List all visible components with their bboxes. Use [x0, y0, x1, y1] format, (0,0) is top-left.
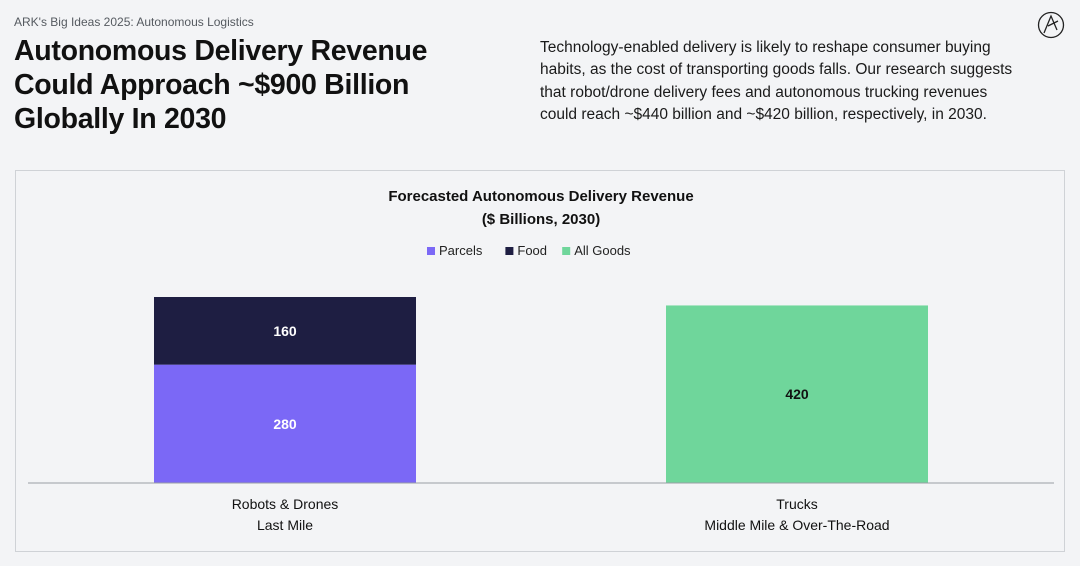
ark-logo-icon — [1037, 11, 1065, 39]
chart-legend: Parcels Food All Goods — [427, 243, 631, 258]
chart-subtitle: ($ Billions, 2030) — [482, 211, 600, 228]
x-tick-label: Robots & Drones — [232, 496, 339, 512]
legend-swatch-all-goods — [562, 247, 571, 255]
bar-parcels — [154, 364, 416, 483]
chart-panel: Forecasted Autonomous Delivery Revenue (… — [15, 170, 1065, 552]
x-tick-label: Trucks — [776, 496, 817, 512]
bar-all-goods — [666, 305, 928, 483]
bar-food — [154, 297, 416, 365]
revenue-chart: Forecasted Autonomous Delivery Revenue (… — [28, 188, 1054, 533]
legend-label-all-goods: All Goods — [574, 243, 631, 258]
legend-swatch-parcels — [427, 247, 435, 255]
data-label-parcels: 280 — [273, 416, 297, 432]
data-label-all-goods: 420 — [785, 386, 809, 402]
description-text: Technology-enabled delivery is likely to… — [540, 39, 1013, 124]
x-tick-label: Middle Mile & Over-The-Road — [704, 517, 889, 533]
page-title: Autonomous Delivery Revenue Could Approa… — [14, 35, 428, 135]
x-tick-label: Last Mile — [257, 517, 313, 533]
x-axis-labels: Robots & Drones Last Mile Trucks Middle Mil… — [232, 496, 890, 533]
bars-group: 280 160 420 — [154, 297, 928, 483]
legend-label-parcels: Parcels — [439, 243, 483, 258]
legend-label-food: Food — [517, 243, 547, 258]
eyebrow-text: ARK's Big Ideas 2025: Autonomous Logisti… — [14, 15, 254, 29]
chart-title: Forecasted Autonomous Delivery Revenue — [388, 188, 693, 205]
legend-swatch-food — [505, 247, 514, 255]
data-label-food: 160 — [273, 323, 297, 339]
